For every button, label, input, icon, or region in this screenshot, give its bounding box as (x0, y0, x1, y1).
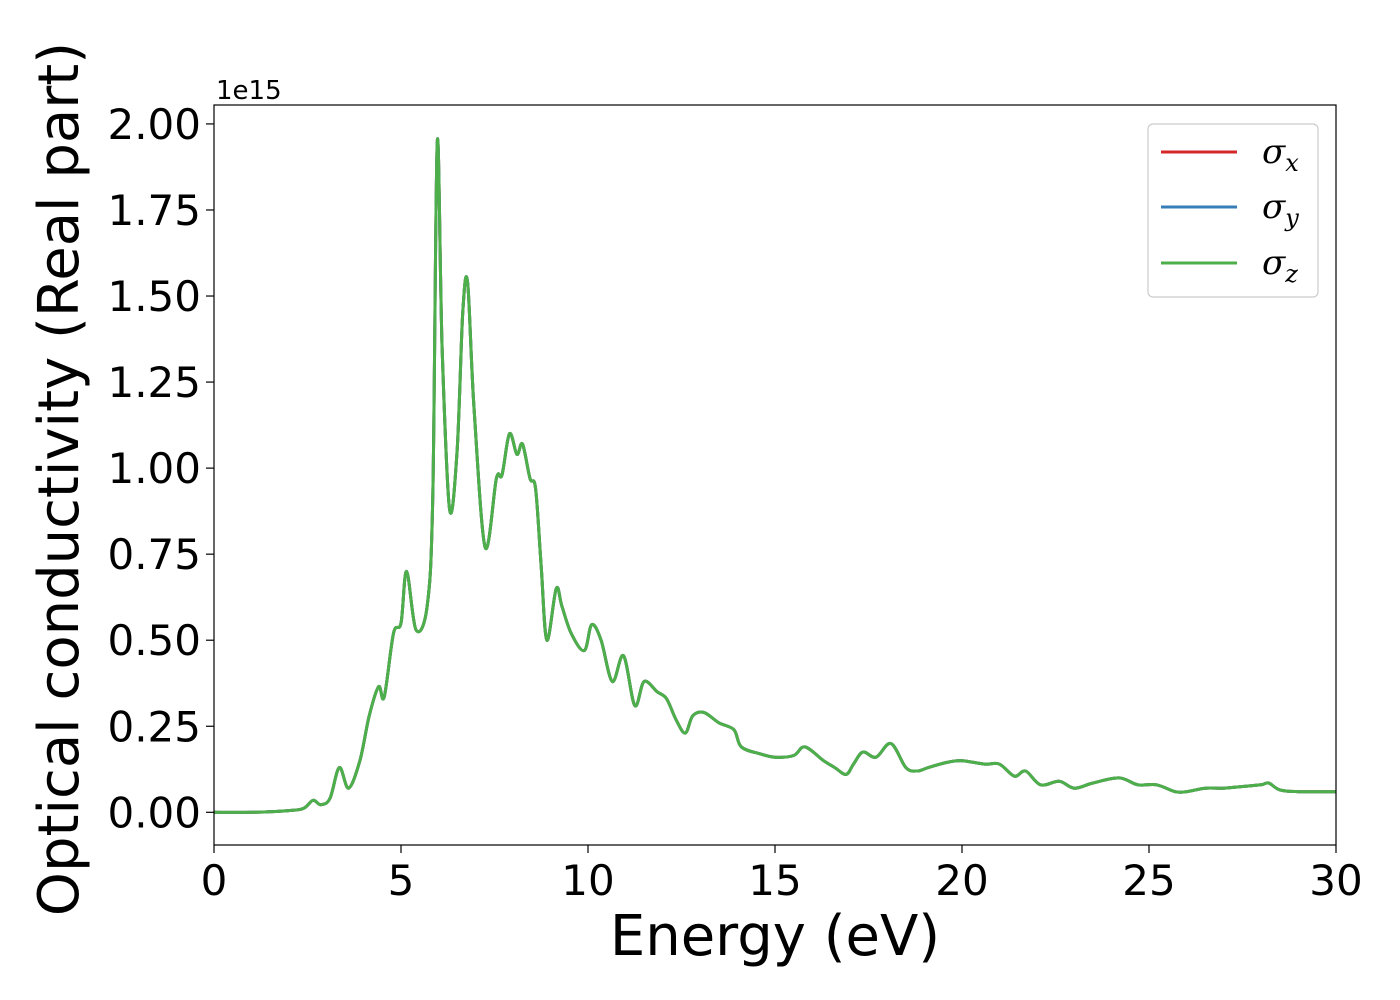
legend-label: σx (1262, 132, 1299, 177)
y-axis-label: Optical conductivity (Real part) (27, 42, 92, 916)
legend-box (1147, 123, 1319, 298)
y-tick-label: 0.75 (107, 530, 201, 579)
legend: σx σy σz (1147, 123, 1319, 298)
y-tick-label: 2.00 (107, 100, 201, 149)
series-layer (213, 137, 1336, 814)
x-tick-label: 5 (388, 856, 415, 905)
y-offset-label: 1e15 (216, 76, 282, 106)
y-tick-label: 1.25 (107, 358, 201, 407)
x-tick-label: 15 (748, 856, 801, 905)
x-tick-label: 0 (201, 856, 228, 905)
y-tick-label: 1.75 (107, 186, 201, 235)
x-tick-label: 25 (1122, 856, 1175, 905)
y-axis-ticks: 0.00 0.25 0.50 0.75 1.00 1.25 1.50 1.75 2.00 (107, 100, 214, 837)
y-tick-label: 1.50 (107, 272, 201, 321)
x-axis-ticks: 0 5 10 15 20 25 30 (201, 845, 1363, 905)
x-axis-label: Energy (eV) (610, 904, 940, 969)
y-tick-label: 0.25 (107, 702, 201, 751)
legend-label: σz (1262, 243, 1298, 288)
y-tick-label: 0.50 (107, 616, 201, 665)
series-line-3 (213, 137, 1336, 814)
y-tick-label: 0.00 (107, 788, 201, 837)
x-tick-label: 10 (561, 856, 614, 905)
x-tick-label: 30 (1309, 856, 1362, 905)
x-tick-label: 20 (935, 856, 988, 905)
legend-label: σy (1262, 187, 1299, 232)
y-tick-label: 1.00 (107, 444, 201, 493)
